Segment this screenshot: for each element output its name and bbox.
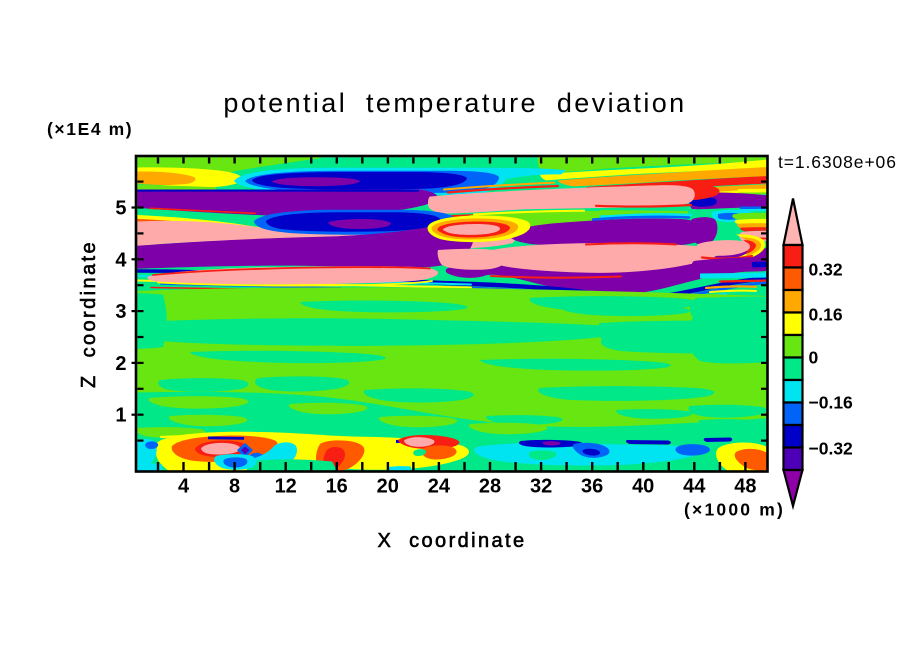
svg-text:(×1E4 m): (×1E4 m) [47,119,133,139]
svg-text:28: 28 [479,476,501,498]
svg-text:24: 24 [428,476,451,498]
svg-text:8: 8 [229,476,240,498]
svg-text:40: 40 [632,476,654,498]
svg-text:0.32: 0.32 [809,260,843,280]
svg-text:0: 0 [809,348,819,368]
svg-text:4: 4 [115,249,127,271]
svg-text:48: 48 [734,476,756,498]
svg-text:0.16: 0.16 [809,304,843,324]
svg-text:(×1000 m): (×1000 m) [684,500,785,520]
svg-text:−0.32: −0.32 [809,439,854,459]
svg-text:12: 12 [275,476,297,498]
svg-text:3: 3 [115,301,126,323]
svg-text:2: 2 [115,353,126,375]
svg-text:−0.16: −0.16 [809,393,854,413]
svg-text:4: 4 [178,476,190,498]
svg-text:16: 16 [326,476,348,498]
svg-text:5: 5 [115,198,126,220]
svg-text:t=1.6308e+06: t=1.6308e+06 [778,152,897,172]
svg-text:44: 44 [683,476,706,498]
svg-text:20: 20 [377,476,399,498]
svg-text:1: 1 [115,405,126,427]
svg-text:Z coordinate: Z coordinate [78,240,100,388]
svg-text:X coordinate: X coordinate [377,530,526,552]
svg-text:36: 36 [581,476,603,498]
svg-text:32: 32 [530,476,552,498]
svg-text:potential temperature deviatio: potential temperature deviation [223,88,686,118]
